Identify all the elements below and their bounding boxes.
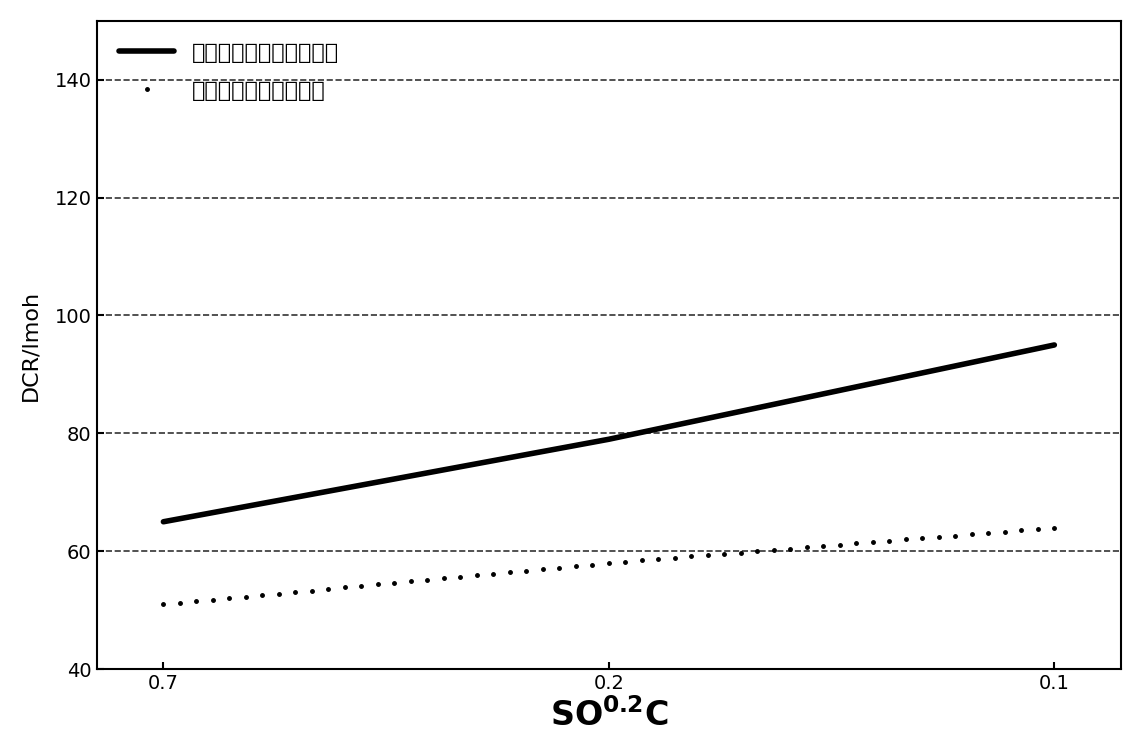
不含包覆材料的正极材料 xyxy=(1047,340,1061,349)
Legend: 不含包覆材料的正极材料, 含包覆材料的正极材料: 不含包覆材料的正极材料, 含包覆材料的正极材料 xyxy=(107,32,351,112)
Text: $\mathbf{SO^{0.2}C}$: $\mathbf{SO^{0.2}C}$ xyxy=(549,698,668,733)
含包覆材料的正极材料 xyxy=(949,531,963,540)
Line: 不含包覆材料的正极材料: 不含包覆材料的正极材料 xyxy=(163,345,1054,522)
含包覆材料的正极材料 xyxy=(1031,524,1045,533)
Line: 含包覆材料的正极材料: 含包覆材料的正极材料 xyxy=(160,524,1057,608)
Y-axis label: DCR/lmoh: DCR/lmoh xyxy=(21,289,41,400)
含包覆材料的正极材料 xyxy=(371,580,385,589)
含包覆材料的正极材料 xyxy=(1047,523,1061,532)
含包覆材料的正极材料 xyxy=(486,569,500,578)
不含包覆材料的正极材料 xyxy=(156,517,170,526)
含包覆材料的正极材料 xyxy=(156,600,170,609)
含包覆材料的正极材料 xyxy=(256,590,270,599)
不含包覆材料的正极材料 xyxy=(602,435,616,444)
含包覆材料的正极材料 xyxy=(322,584,336,593)
